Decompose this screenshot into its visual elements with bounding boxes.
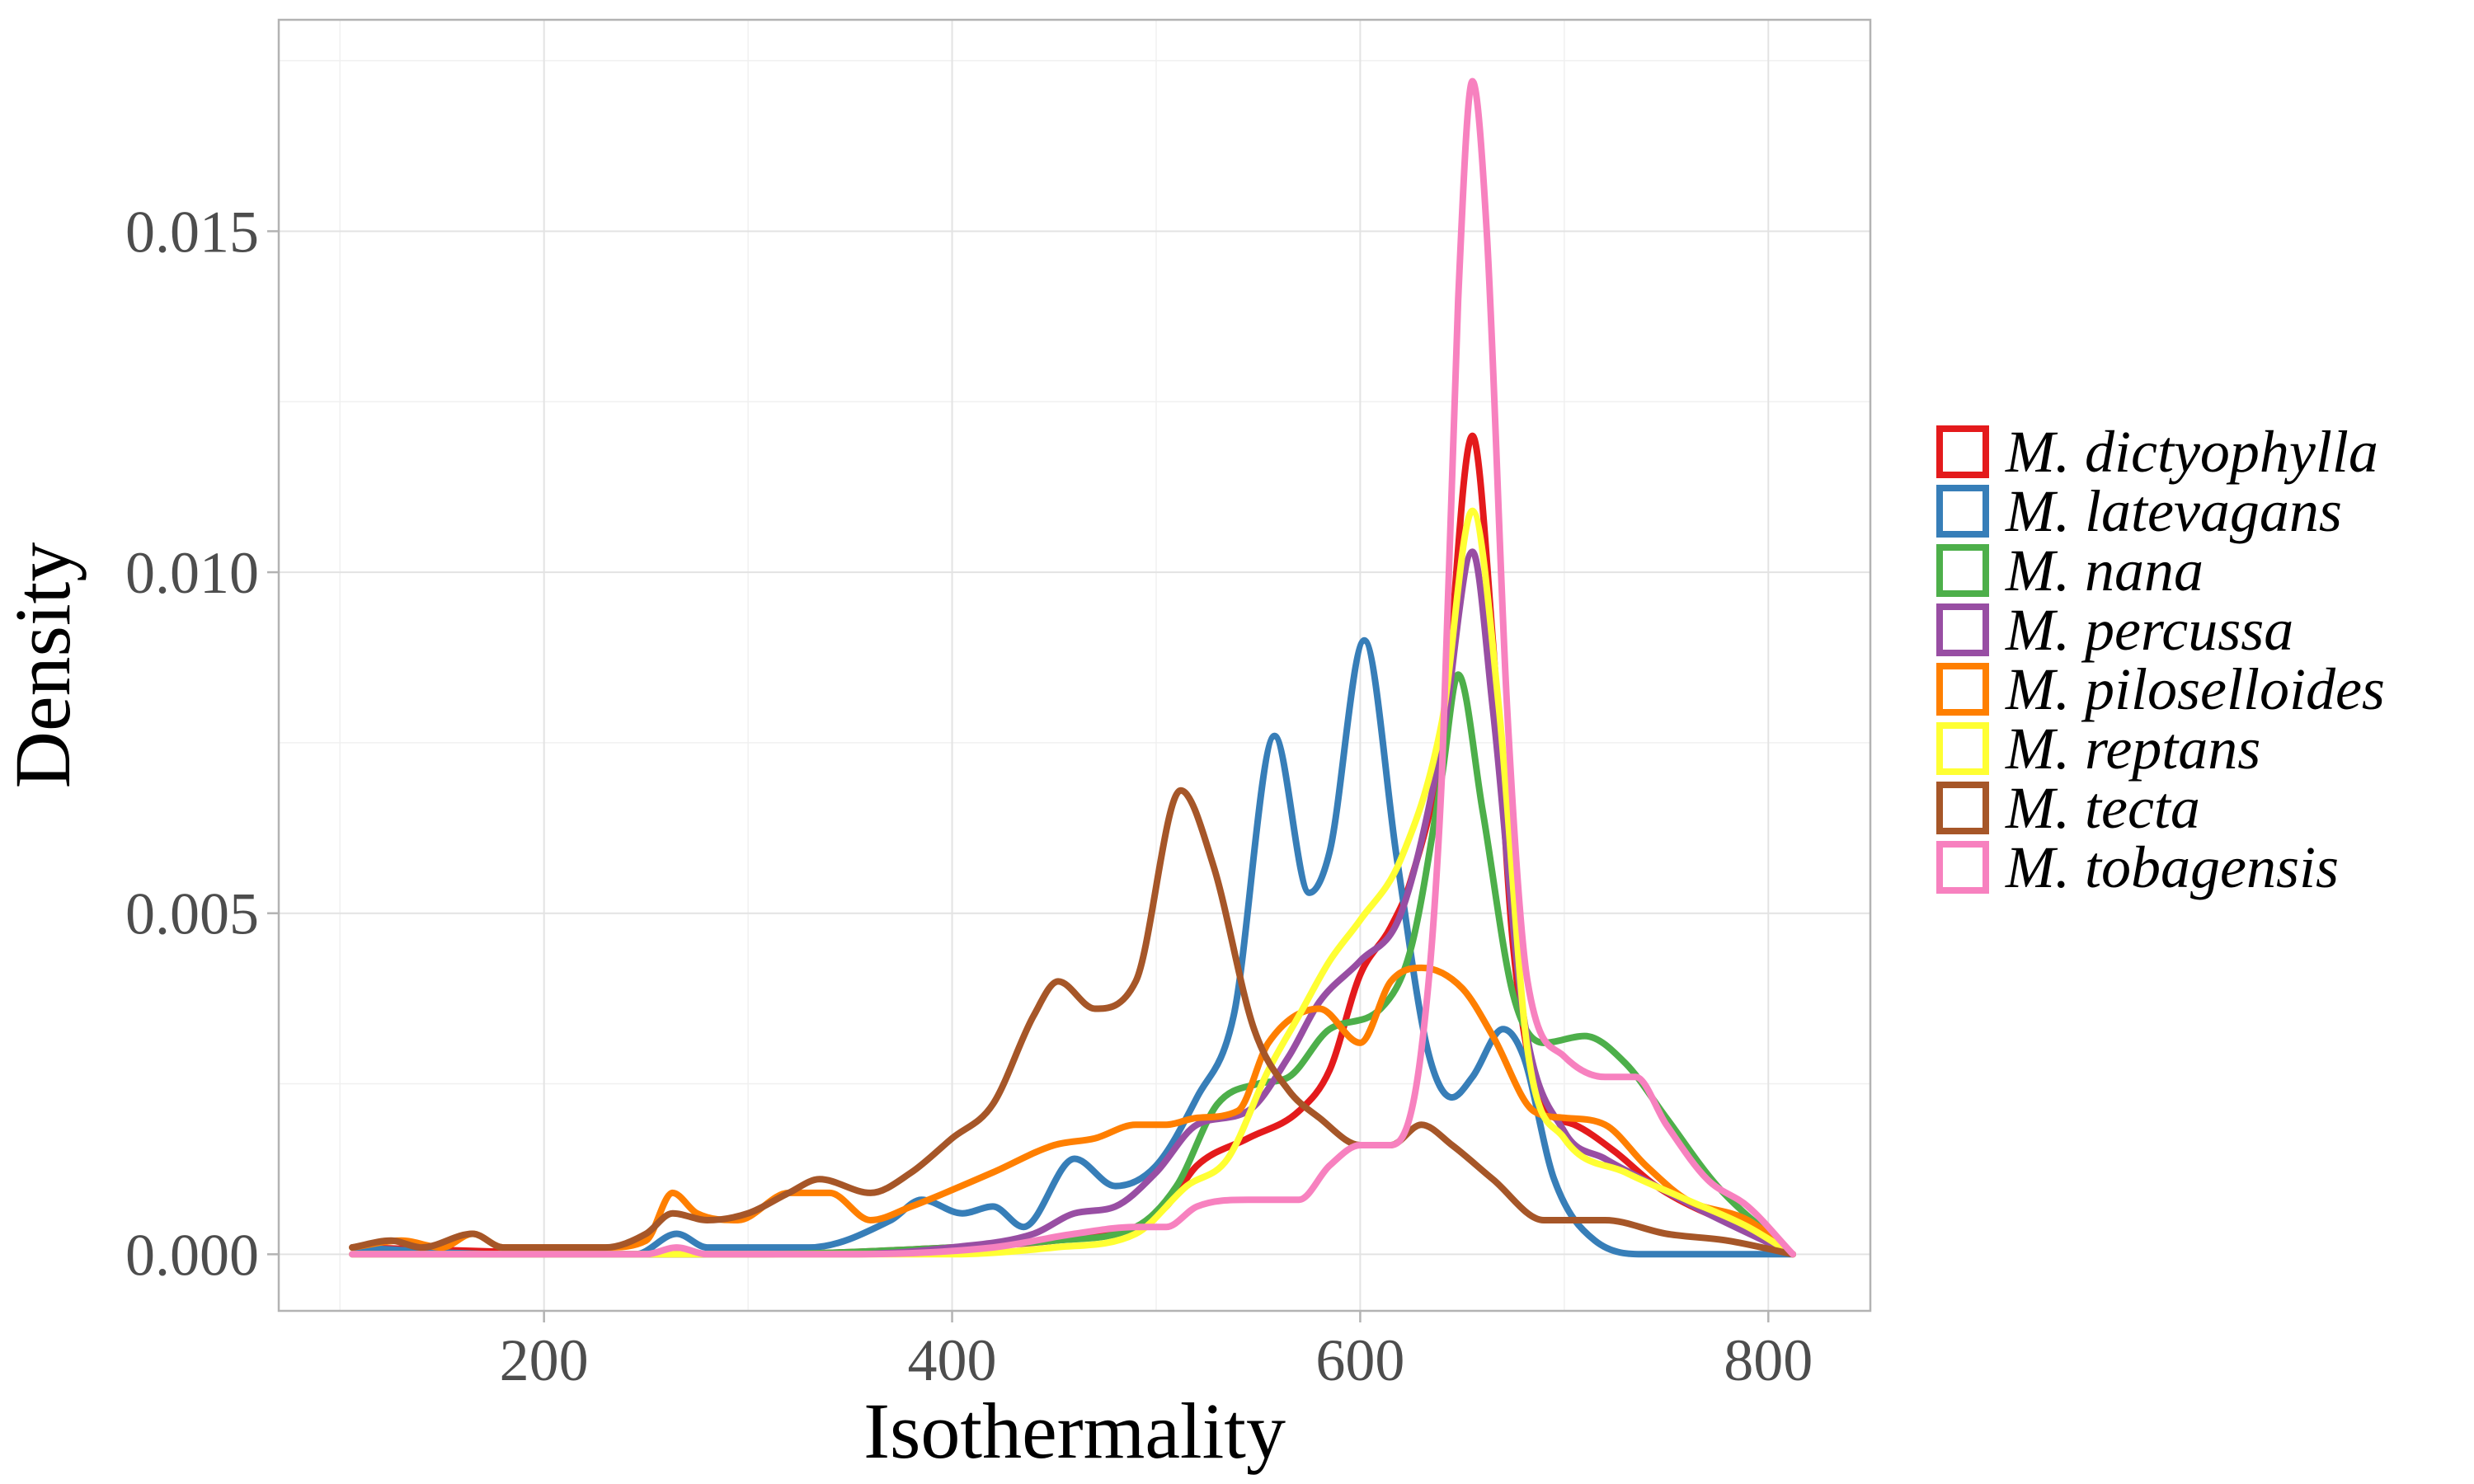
legend-label-m-dictyophylla: M. dictyophylla (2005, 419, 2378, 485)
legend-key-m-piloselloides (1936, 663, 1989, 716)
x-tick-label: 600 (1315, 1327, 1404, 1393)
legend-key-m-nana (1936, 544, 1989, 597)
x-tick-label: 400 (908, 1327, 997, 1393)
y-tick-label: 0.000 (125, 1222, 259, 1288)
x-axis-title: Isothermality (863, 1387, 1286, 1475)
legend-key-m-percussa (1936, 603, 1989, 656)
legend-key-m-tobagensis (1936, 841, 1989, 894)
grid-lines (279, 20, 1870, 1311)
y-tick-label: 0.015 (125, 199, 259, 265)
legend-key-m-reptans (1936, 722, 1989, 775)
legend-label-m-tecta: M. tecta (2005, 775, 2200, 841)
legend-label-m-nana: M. nana (2005, 538, 2204, 603)
density-line-m-tobagensis (349, 77, 1796, 1258)
series-layer (349, 77, 1796, 1258)
plot-panel-border (277, 18, 1872, 1313)
legend-label-m-reptans: M. reptans (2005, 716, 2260, 782)
axis-ticks: 200 400 600 800 0.000 0.005 0.010 0.015 (125, 199, 1813, 1393)
legend-label-m-latevagans: M. latevagans (2005, 478, 2342, 544)
density-line-m-nana (349, 671, 1796, 1258)
x-tick-label: 800 (1724, 1327, 1813, 1393)
legend-key-m-latevagans (1936, 485, 1989, 538)
x-tick-label: 200 (500, 1327, 589, 1393)
legend-label-m-percussa: M. percussa (2005, 597, 2293, 663)
y-tick-label: 0.005 (125, 881, 259, 947)
density-line-m-latevagans (349, 636, 1796, 1258)
y-axis-title: Density (0, 542, 87, 789)
density-line-m-tecta (349, 787, 1796, 1258)
y-tick-label: 0.010 (125, 540, 259, 606)
density-line-m-dictyophylla (349, 432, 1796, 1258)
legend-label-m-piloselloides: M. piloselloides (2005, 656, 2385, 722)
legend-label-m-tobagensis: M. tobagensis (2005, 834, 2339, 900)
legend-key-m-tecta (1936, 782, 1989, 834)
legend-key-m-dictyophylla (1936, 425, 1989, 478)
